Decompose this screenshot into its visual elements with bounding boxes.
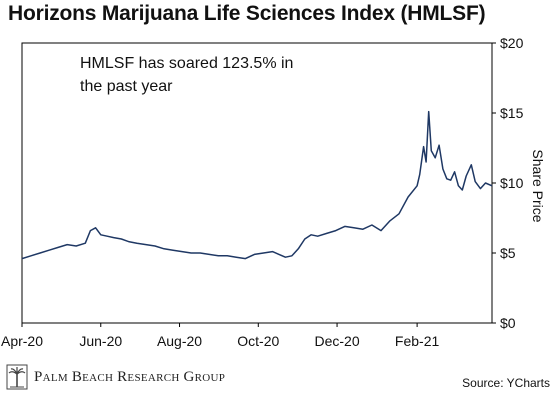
annotation-line-1: HMLSF has soared 123.5% in [80,55,294,72]
x-tick-label: Apr-20 [1,333,43,349]
series-lines [21,110,493,260]
y-axis-ticks: $0 $5 $10 $15 $20 [492,35,524,331]
y-tick-label: $15 [500,105,524,121]
x-tick-label: Aug-20 [157,333,202,349]
x-tick-label: Feb-21 [395,333,440,349]
x-tick-label: Jun-20 [79,333,122,349]
palm-tree-logo-icon [6,364,28,390]
y-tick-label: $0 [500,315,516,331]
annotation-line-2: the past year [80,78,173,95]
series-line [21,110,493,260]
chart-annotation: HMLSF has soared 123.5% in the past year [80,52,340,98]
source-credit: Source: YCharts [462,376,550,390]
plot-frame [21,42,493,324]
y-tick-label: $20 [500,35,524,51]
x-axis-ticks: Apr-20 Jun-20 Aug-20 Oct-20 Dec-20 Feb-21 [1,323,440,349]
y-tick-label: $10 [500,175,524,191]
plot-border [21,42,493,324]
x-tick-label: Dec-20 [314,333,359,349]
chart-title: Horizons Marijuana Life Sciences Index (… [8,2,486,25]
y-tick-label: $5 [500,245,516,261]
x-tick-label: Oct-20 [237,333,279,349]
brand-name: PALM BEACH RESEARCH GROUP [34,368,226,385]
brand-footer: PALM BEACH RESEARCH GROUP [6,364,225,390]
